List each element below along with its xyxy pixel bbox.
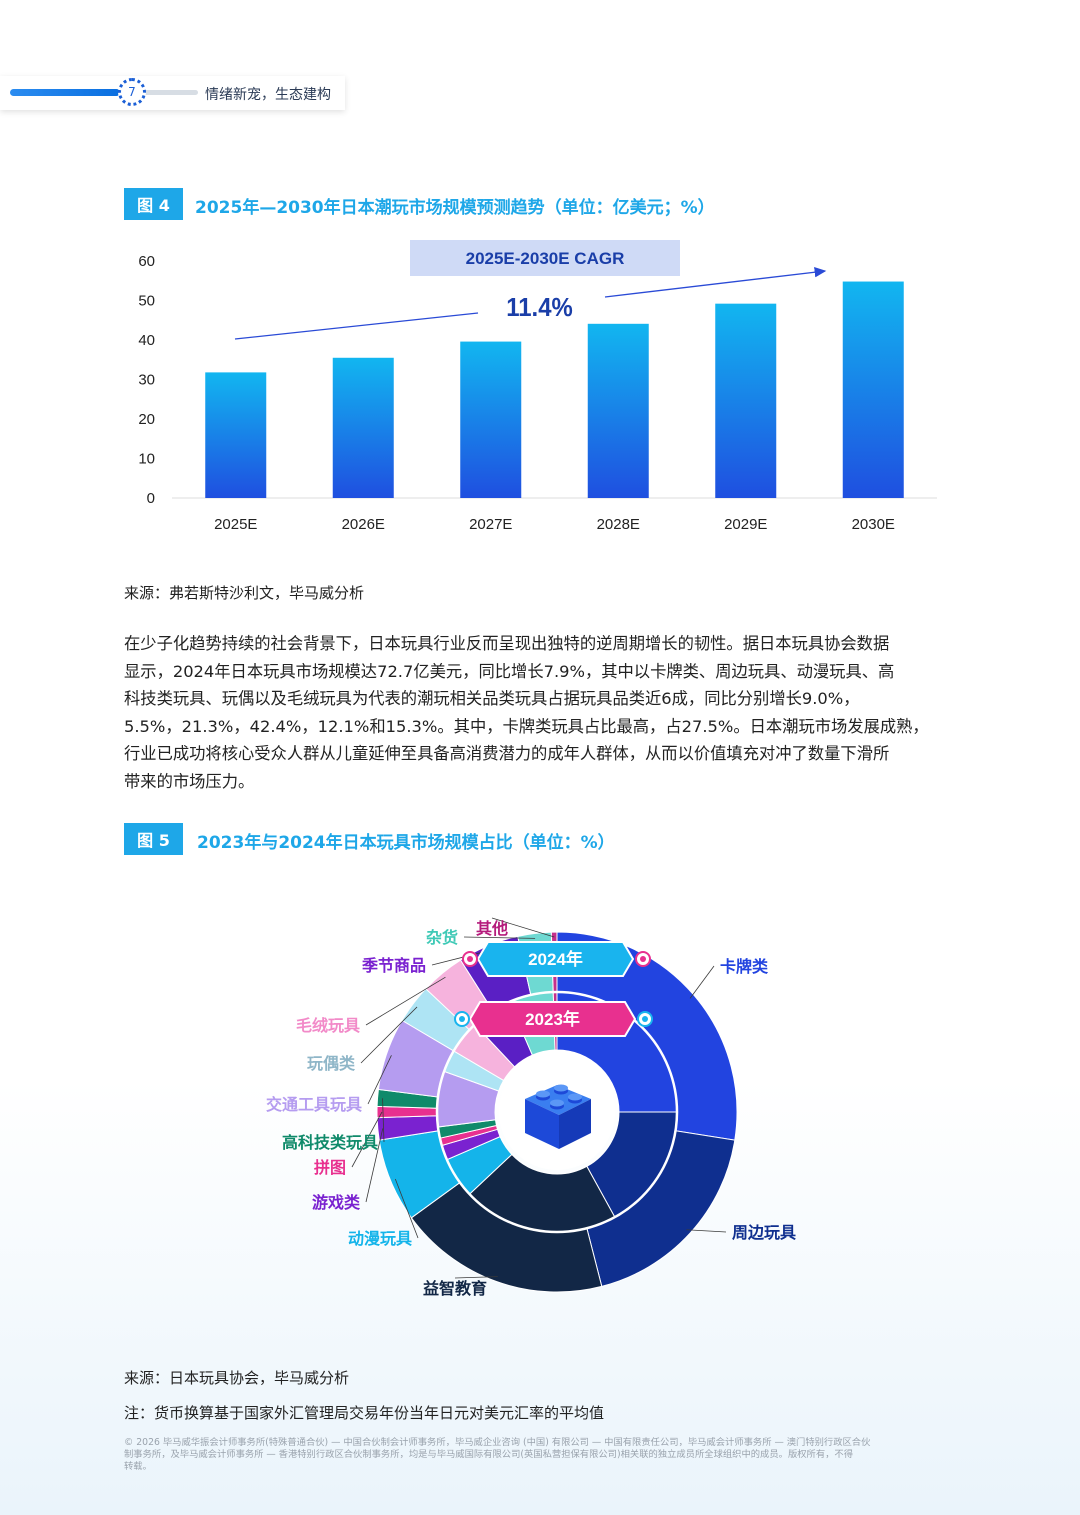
x-tick-label: 2025E — [214, 516, 257, 533]
paragraph-line: 5.5%，21.3%，42.4%，12.1%和15.3%。其中，卡牌类玩具占比最… — [124, 716, 929, 736]
lego-brick-icon — [525, 1084, 591, 1149]
y-tick-label: 40 — [138, 332, 155, 349]
bar — [205, 372, 267, 498]
category-label: 其他 — [476, 919, 508, 938]
leader-line — [365, 1128, 384, 1203]
page-header: 7 情绪新宠，生态建构 — [0, 76, 345, 110]
figure5-source: 来源：日本玩具协会，毕马威分析 — [124, 1369, 350, 1387]
category-label: 拼图 — [314, 1158, 346, 1177]
category-label: 卡牌类 — [720, 957, 769, 976]
figure4-source: 来源：弗若斯特沙利文，毕马威分析 — [124, 584, 365, 602]
trend-arrow-right — [604, 267, 827, 298]
section-title: 情绪新宠，生态建构 — [205, 87, 331, 103]
paragraph-line: 行业已成功将核心受众人群从儿童延伸至具备高消费潜力的成年人群体，从而以价值填充对… — [124, 744, 890, 764]
category-label: 毛绒玩具 — [296, 1016, 360, 1035]
figure5-note: 注：货币换算基于国家外汇管理局交易年份当年日元对美元汇率的平均值 — [124, 1404, 605, 1422]
category-label: 周边玩具 — [732, 1223, 796, 1242]
paragraph-line: 科技类玩具、玩偶以及毛绒玩具为代表的潮玩相关品类玩具占据玩具品类近6成，同比分别… — [124, 689, 860, 709]
leader-line — [382, 1098, 385, 1143]
leader-line — [431, 949, 491, 966]
copyright-footer: © 2026 毕马威华振会计师事务所(特殊普通合伙) — 中国合伙制会计师事务所… — [124, 1437, 959, 1473]
cagr-label: 2025E-2030E CAGR — [466, 249, 625, 268]
trend-arrow-left — [234, 312, 479, 340]
badge-2024: 2024年 — [462, 941, 651, 977]
category-label: 益智教育 — [423, 1279, 487, 1298]
progress-bar — [10, 89, 120, 96]
x-tick-label: 2028E — [597, 516, 640, 533]
cagr-value: 11.4% — [506, 293, 572, 322]
paragraph-line: 显示，2024年日本玩具市场规模达72.7亿美元，同比增长7.9%，其中以卡牌类… — [124, 661, 895, 681]
cagr-box — [410, 240, 680, 276]
leader-line — [360, 1006, 418, 1064]
bar — [332, 357, 394, 498]
footer-line: 转载。 — [124, 1461, 152, 1472]
leader-line — [351, 1111, 383, 1168]
ring-divider — [435, 990, 679, 1234]
x-tick-label: 2026E — [342, 516, 385, 533]
footer-line: © 2026 毕马威华振会计师事务所(特殊普通合伙) — 中国合伙制会计师事务所… — [124, 1437, 871, 1448]
footer-line: 制事务所，及毕马威会计师事务所 — 香港特别行政区合伙制事务所，均是与毕马威国际… — [124, 1449, 854, 1460]
leader-line — [394, 1178, 419, 1239]
y-tick-label: 60 — [138, 253, 155, 270]
badge-label: 2024年 — [528, 949, 583, 969]
category-label: 玩偶类 — [307, 1054, 356, 1073]
bar — [715, 303, 777, 498]
paragraph-line: 带来的市场压力。 — [124, 771, 255, 791]
badge-label: 2023年 — [525, 1009, 580, 1029]
y-tick-label: 30 — [138, 372, 155, 389]
bar — [460, 341, 522, 498]
leader-line — [463, 936, 536, 939]
y-tick-label: 20 — [138, 411, 155, 428]
y-tick-label: 50 — [138, 293, 155, 310]
figure5-title: 2023年与2024年日本玩具市场规模占比（单位：%） — [197, 833, 615, 853]
x-tick-label: 2030E — [852, 516, 895, 533]
category-label: 动漫玩具 — [348, 1229, 412, 1248]
category-label: 高科技类玩具 — [282, 1133, 378, 1152]
bar — [587, 323, 649, 498]
leader-line — [491, 917, 555, 938]
y-tick-label: 0 — [147, 490, 155, 507]
leader-line — [686, 1229, 727, 1233]
badge-2023: 2023年 — [454, 1001, 653, 1037]
x-tick-label: 2029E — [724, 516, 767, 533]
category-label: 交通工具玩具 — [266, 1095, 362, 1114]
category-label: 游戏类 — [312, 1193, 361, 1212]
figure4-title: 2025年—2030年日本潮玩市场规模预测趋势（单位：亿美元；%） — [195, 198, 715, 218]
figure5-label: 图 5 — [124, 823, 183, 855]
category-label: 杂货 — [426, 928, 458, 947]
page-number: 7 — [118, 78, 146, 106]
paragraph-line: 在少子化趋势持续的社会背景下，日本玩具行业反而呈现出独特的逆周期增长的韧性。据日… — [124, 634, 890, 653]
progress-track — [140, 90, 198, 95]
x-tick-label: 2027E — [469, 516, 512, 533]
bar-chart: 0 10 20 30 40 50 60 2025E 2026E 2027E 2028E 2029E 20… — [138, 240, 937, 533]
leader-line — [689, 965, 715, 999]
leader-line — [454, 1276, 498, 1279]
leader-line — [365, 976, 446, 1026]
y-tick-label: 10 — [138, 451, 155, 468]
bar — [842, 281, 904, 498]
leader-line — [367, 1055, 392, 1105]
body-paragraph: 在少子化趋势持续的社会背景下，日本玩具行业反而呈现出独特的逆周期增长的韧性。据日… — [124, 630, 969, 796]
figure4-label: 图 4 — [124, 188, 183, 220]
category-label: 季节商品 — [361, 956, 426, 975]
